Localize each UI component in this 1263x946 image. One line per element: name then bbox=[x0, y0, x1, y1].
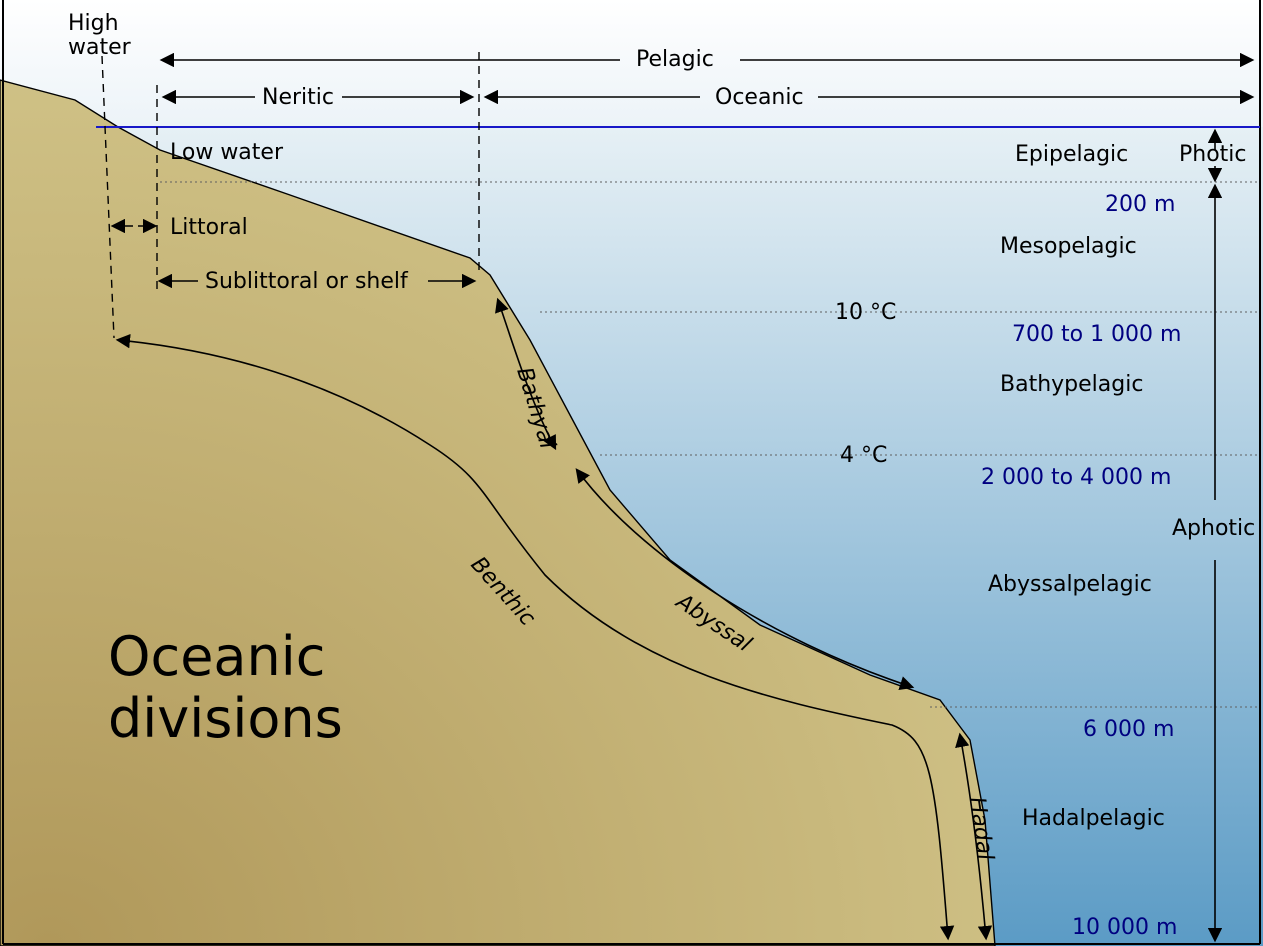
hadalpelagic-label: Hadalpelagic bbox=[1022, 806, 1165, 831]
littoral-label: Littoral bbox=[170, 215, 248, 240]
depth-10000: 10 000 m bbox=[1072, 915, 1177, 940]
depth-2000: 2 000 to 4 000 m bbox=[981, 465, 1171, 490]
aphotic-label: Aphotic bbox=[1172, 516, 1255, 541]
abyssalpelagic-label: Abyssalpelagic bbox=[988, 572, 1152, 597]
diagram-title: Oceanic divisions bbox=[108, 626, 343, 750]
temp-10c: 10 °C bbox=[835, 300, 896, 325]
bathypelagic-label: Bathypelagic bbox=[1000, 372, 1143, 397]
title-line1: Oceanic bbox=[108, 626, 343, 688]
pelagic-label: Pelagic bbox=[636, 47, 714, 72]
photic-label: Photic bbox=[1179, 142, 1247, 167]
mesopelagic-label: Mesopelagic bbox=[1000, 234, 1137, 259]
temp-4c: 4 °C bbox=[840, 443, 887, 468]
epipelagic-label: Epipelagic bbox=[1015, 142, 1128, 167]
low-water-label: Low water bbox=[170, 140, 283, 165]
sublittoral-label: Sublittoral or shelf bbox=[205, 269, 408, 294]
neritic-label: Neritic bbox=[262, 85, 334, 110]
high-water-label: High water bbox=[68, 12, 131, 60]
depth-700: 700 to 1 000 m bbox=[1012, 322, 1181, 347]
title-line2: divisions bbox=[108, 688, 343, 750]
oceanic-divisions-diagram: Bathyal Benthic Abyssal Hadal Oceanic di… bbox=[0, 0, 1263, 946]
oceanic-label: Oceanic bbox=[715, 85, 804, 110]
depth-6000: 6 000 m bbox=[1083, 717, 1174, 742]
depth-200: 200 m bbox=[1105, 192, 1175, 217]
